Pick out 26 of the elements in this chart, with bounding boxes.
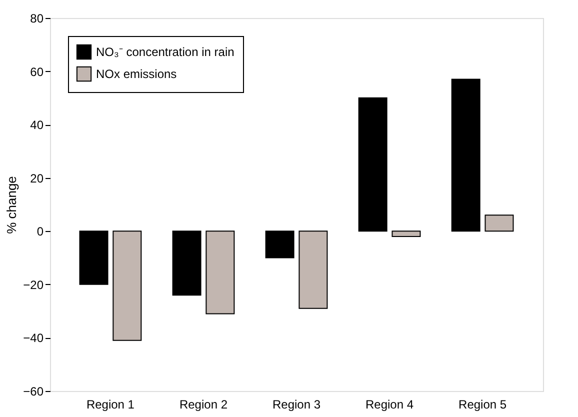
y-tick-label: 60	[30, 64, 44, 79]
bar	[172, 230, 202, 296]
x-tick-label: Region 5	[458, 398, 507, 412]
x-tick-label: Region 2	[179, 398, 228, 412]
bar	[206, 230, 235, 314]
x-tick-label: Region 4	[365, 398, 414, 412]
y-tick-label: −20	[23, 278, 44, 292]
y-tick-label: −60	[23, 384, 44, 398]
bar	[112, 230, 142, 341]
legend-label: NO₃⁻ concentration in rain	[96, 45, 234, 59]
bar	[298, 230, 328, 309]
y-axis-title: % change	[4, 176, 20, 234]
x-tick-label: Region 1	[86, 398, 135, 412]
bar	[392, 230, 421, 237]
bar	[358, 97, 388, 232]
y-tick-label: 20	[30, 171, 44, 186]
bar	[265, 230, 294, 258]
y-tick-label: 0	[36, 224, 44, 239]
bar	[451, 78, 480, 232]
legend-label: NOx emissions	[96, 67, 177, 81]
y-tick-label: −40	[23, 331, 44, 346]
bar	[79, 230, 108, 285]
y-tick-label: 40	[30, 118, 44, 132]
y-tick-label: 80	[30, 12, 44, 26]
x-tick-label: Region 3	[272, 398, 321, 412]
bar	[484, 214, 514, 232]
